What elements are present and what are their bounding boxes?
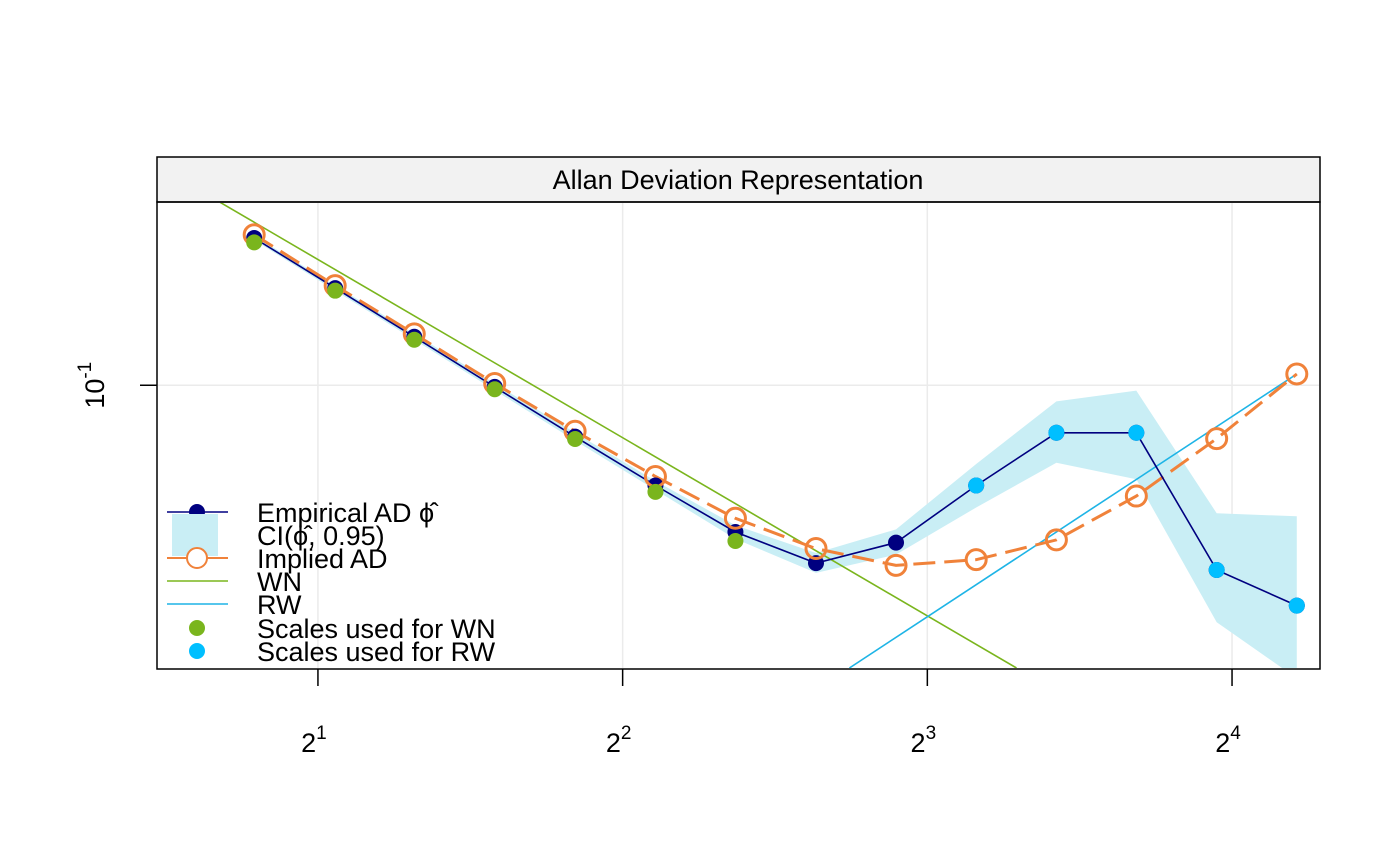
legend-label: RW: [257, 590, 302, 620]
ci-band: [254, 235, 1297, 668]
grid: [158, 203, 1319, 668]
wn-scale-point: [486, 381, 503, 398]
legend-swatch-marker: [189, 620, 205, 636]
points-layer: [242, 223, 1309, 614]
line-wn: [219, 203, 1017, 668]
implied-ad-point: [804, 537, 828, 561]
rw-scale-point: [1288, 597, 1305, 614]
wn-scale-point: [647, 483, 664, 500]
rw-scale-point: [1128, 424, 1145, 441]
chart-title: Allan Deviation Representation: [553, 165, 924, 195]
wn-scale-point: [406, 331, 423, 348]
implied-ad-point: [1205, 427, 1229, 451]
wn-scale-point: [567, 431, 584, 448]
empirical-ad-point: [888, 534, 905, 551]
implied-ad-point: [723, 506, 747, 530]
x-tick-label: 21: [301, 723, 327, 758]
legend-label: Implied AD: [257, 544, 388, 574]
axes: 21 22 23 24 10-1: [75, 362, 1241, 758]
legend-label: WN: [257, 567, 302, 597]
rw-scale-point: [1208, 561, 1225, 578]
implied-ad-point: [884, 553, 908, 577]
ci-band-layer: [254, 235, 1297, 668]
wn-scale-point: [246, 234, 263, 251]
x-tick-label: 23: [911, 723, 937, 758]
wn-scale-point: [327, 282, 344, 299]
rw-scale-point: [968, 477, 985, 494]
line-rw: [848, 373, 1298, 668]
rw-scale-point: [1048, 424, 1065, 441]
legend-label: Scales used for WN: [257, 614, 496, 644]
legend-swatch-marker: [189, 643, 205, 659]
implied-ad-point: [1044, 528, 1068, 552]
implied-ad-point: [1124, 484, 1148, 508]
legend-swatch-marker: [186, 547, 208, 569]
wn-scale-point: [727, 532, 744, 549]
x-tick-label: 24: [1215, 723, 1241, 758]
implied-ad-line: [253, 233, 1298, 567]
implied-ad-point: [1285, 362, 1309, 386]
legend-label: CI(ϕ̂, 0.95): [257, 521, 385, 551]
plot-strip-header: [156, 156, 1321, 203]
plot-panel-border: [156, 201, 1321, 670]
legend: Empirical AD ϕ̂CI(ϕ̂, 0.95)Implied ADWNR…: [167, 498, 496, 667]
x-tick-label: 22: [606, 723, 632, 758]
implied-ad-point: [964, 548, 988, 572]
legend-label: Empirical AD ϕ̂: [257, 498, 439, 528]
legend-label: Scales used for RW: [257, 637, 496, 667]
lines-layer: [219, 203, 1298, 668]
empirical-ad-line: [253, 237, 1298, 607]
y-tick-label: 10-1: [75, 362, 110, 409]
